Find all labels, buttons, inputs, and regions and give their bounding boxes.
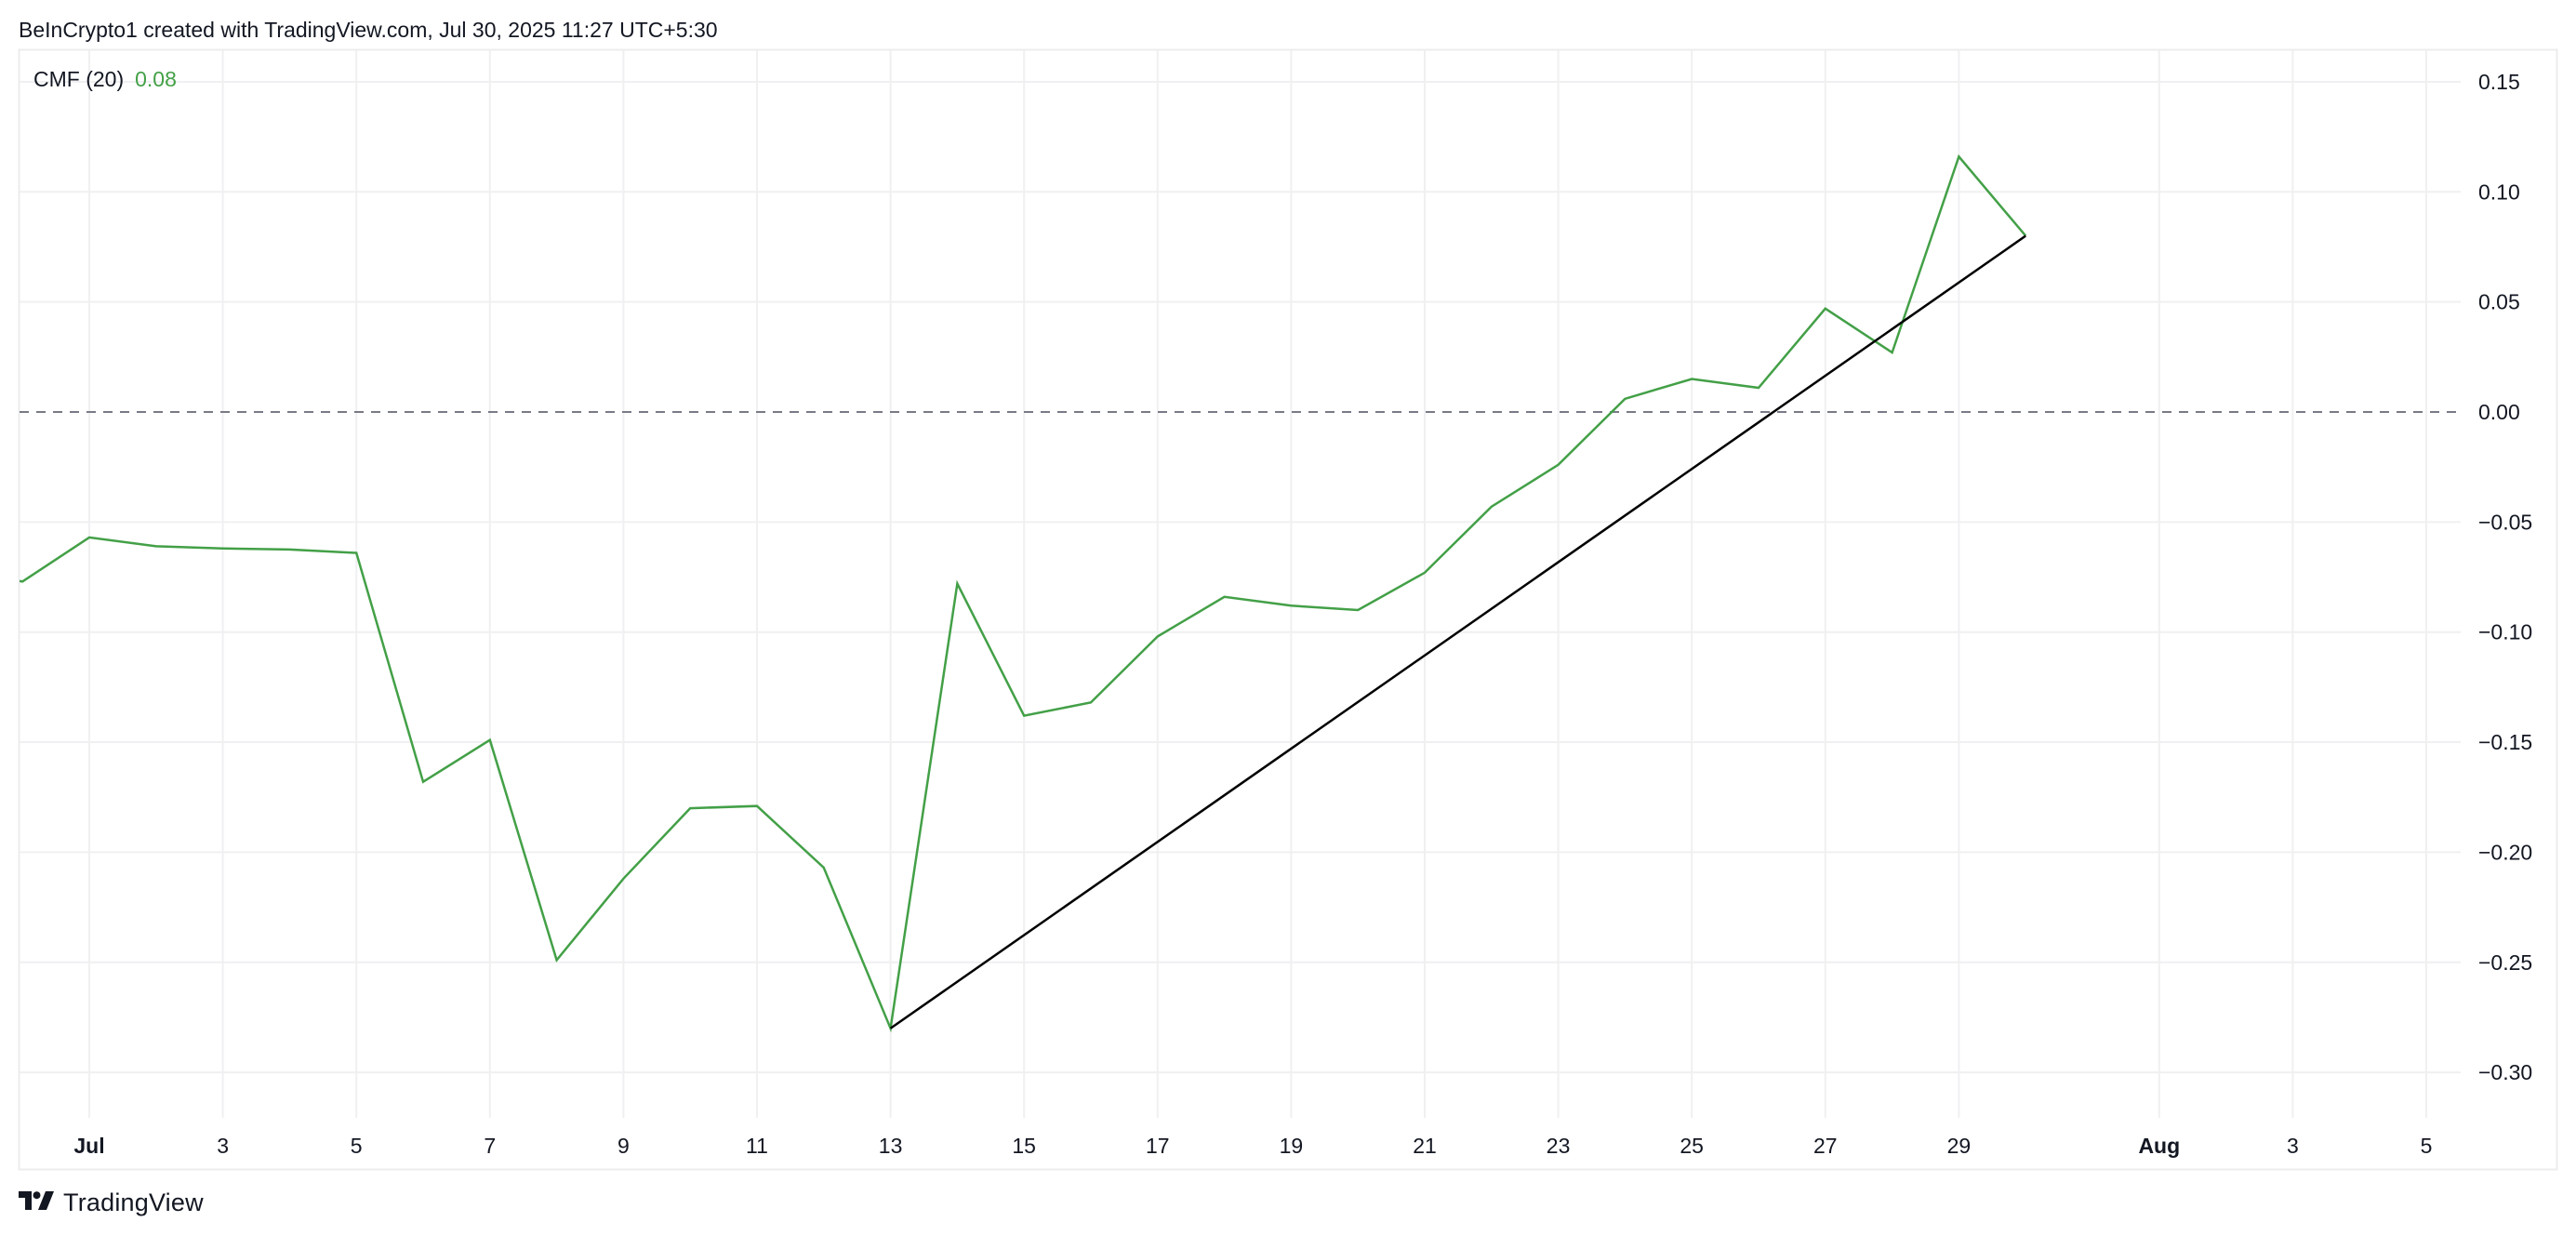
x-tick-label: 13 — [879, 1134, 903, 1158]
indicator-legend[interactable]: CMF (20) 0.08 — [33, 65, 177, 93]
x-tick-label: 19 — [1280, 1134, 1304, 1158]
x-tick-label: 25 — [1680, 1134, 1704, 1158]
y-tick-label: −0.20 — [2478, 840, 2532, 864]
x-tick-label: 15 — [1012, 1134, 1036, 1158]
x-tick-label: 27 — [1813, 1134, 1838, 1158]
y-tick-label: 0.15 — [2478, 70, 2520, 94]
x-tick-label: 21 — [1413, 1134, 1437, 1158]
x-tick-label: 11 — [746, 1134, 768, 1158]
chart-frame — [18, 48, 2558, 1171]
x-tick-label: 3 — [217, 1134, 229, 1158]
tradingview-logo-icon — [19, 1191, 54, 1215]
y-axis-labels: 0.15 0.10 0.05 0.00 −0.05 −0.10 −0.15 −0.20 −0.2… — [2478, 70, 2532, 1084]
indicator-value: 0.08 — [135, 67, 177, 91]
x-tick-label: 7 — [484, 1134, 496, 1158]
ascending-trendline[interactable] — [889, 234, 2026, 1029]
y-tick-label: −0.30 — [2478, 1060, 2532, 1084]
y-tick-label: −0.15 — [2478, 730, 2532, 754]
y-tick-label: −0.25 — [2478, 950, 2532, 975]
horizontal-gridlines — [20, 80, 2461, 1074]
x-tick-label: 17 — [1146, 1134, 1170, 1158]
tradingview-brand-text: TradingView — [63, 1189, 204, 1216]
chart-attribution: BeInCrypto1 created with TradingView.com… — [19, 18, 718, 42]
y-tick-label: −0.10 — [2478, 620, 2532, 644]
vertical-gridlines — [88, 50, 2427, 1118]
x-tick-label: Jul — [73, 1134, 104, 1158]
x-tick-label: Aug — [2138, 1134, 2180, 1158]
x-tick-label: 29 — [1947, 1134, 1972, 1158]
y-tick-label: −0.05 — [2478, 510, 2532, 534]
cmf-series-line — [20, 153, 2027, 1033]
x-tick-label: 5 — [351, 1134, 363, 1158]
y-tick-label: 0.05 — [2478, 290, 2520, 314]
x-axis-labels: Jul 3 5 7 9 11 13 15 17 19 21 23 25 27 29 Aug 3 5 — [73, 1134, 2432, 1158]
y-tick-label: 0.00 — [2478, 400, 2520, 424]
x-tick-label: 9 — [617, 1134, 630, 1158]
indicator-name: CMF (20) — [33, 67, 125, 91]
x-tick-label: 23 — [1547, 1134, 1571, 1158]
footer-branding: TradingView — [19, 1189, 204, 1217]
x-tick-label: 5 — [2421, 1134, 2433, 1158]
y-tick-label: 0.10 — [2478, 179, 2520, 204]
x-tick-label: 3 — [2287, 1134, 2299, 1158]
